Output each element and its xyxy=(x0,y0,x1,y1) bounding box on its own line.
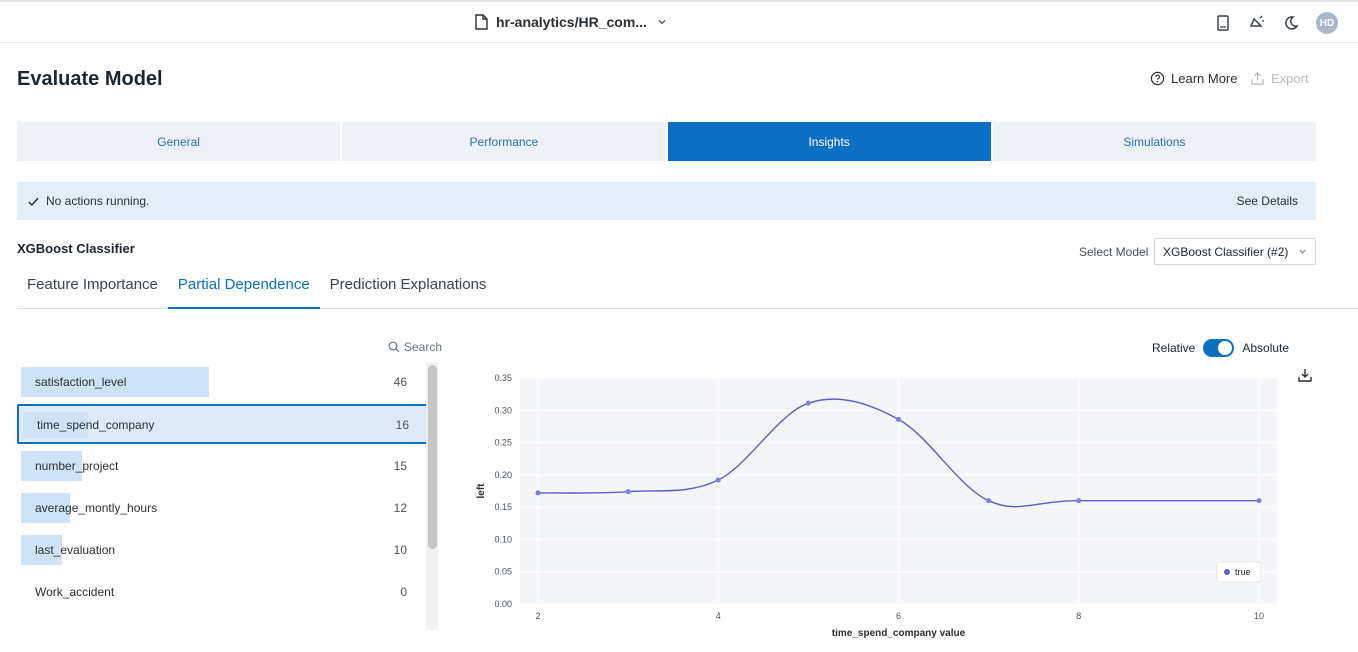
model-name: XGBoost Classifier xyxy=(17,241,135,256)
book-icon[interactable] xyxy=(1214,14,1232,32)
legend-marker xyxy=(1224,569,1230,575)
feature-row[interactable]: average_montly_hours 12 xyxy=(17,488,429,528)
subtab-feature-importance[interactable]: Feature Importance xyxy=(27,276,158,293)
x-tick-label: 4 xyxy=(716,611,721,621)
data-point[interactable] xyxy=(805,400,811,406)
toggle-knob xyxy=(1218,341,1233,355)
relative-label: Relative xyxy=(1152,341,1196,355)
search-button[interactable]: Search xyxy=(388,340,442,354)
absolute-label: Absolute xyxy=(1242,341,1290,355)
tab-simulations[interactable]: Simulations xyxy=(992,122,1316,161)
data-point[interactable] xyxy=(535,490,541,496)
learn-more-label: Learn More xyxy=(1171,71,1238,86)
feature-value: 15 xyxy=(393,459,407,473)
moon-icon[interactable] xyxy=(1282,14,1300,32)
feature-value: 0 xyxy=(400,585,407,599)
feature-name: Work_accident xyxy=(35,585,115,599)
chevron-down-icon xyxy=(658,20,666,25)
data-point[interactable] xyxy=(715,477,721,483)
data-point[interactable] xyxy=(896,416,901,422)
check-icon xyxy=(28,197,39,206)
feature-value: 10 xyxy=(393,543,407,557)
download-icon[interactable] xyxy=(1297,367,1313,383)
data-point[interactable] xyxy=(1256,498,1262,504)
main-tabs: General Performance Insights Simulations xyxy=(17,122,1316,161)
feature-name: satisfaction_level xyxy=(35,375,127,389)
export-icon xyxy=(1251,72,1264,85)
data-point[interactable] xyxy=(986,498,992,504)
importance-bar xyxy=(21,535,62,565)
avatar[interactable]: HD xyxy=(1316,12,1338,34)
y-tick-label: 0.30 xyxy=(494,405,512,415)
file-icon xyxy=(475,14,488,30)
feature-name: number_project xyxy=(35,459,119,473)
legend-box xyxy=(1216,561,1262,583)
y-tick-label: 0.35 xyxy=(494,373,512,383)
scrollbar-thumb[interactable] xyxy=(428,365,437,549)
subtab-partial-dependence[interactable]: Partial Dependence xyxy=(167,266,320,309)
y-axis-label: left xyxy=(476,483,487,499)
help-circle-icon xyxy=(1150,71,1165,86)
importance-bar xyxy=(23,412,89,438)
select-model-value: XGBoost Classifier (#2) xyxy=(1163,244,1289,259)
tab-insights[interactable]: Insights xyxy=(667,122,991,161)
select-model-label: Select Model xyxy=(1079,245,1149,259)
announcement-icon[interactable] xyxy=(1248,14,1266,32)
learn-more-button[interactable]: Learn More xyxy=(1150,71,1237,86)
importance-bar xyxy=(21,493,71,523)
importance-bar xyxy=(21,451,83,481)
feature-list: satisfaction_level 46 time_spend_company 1… xyxy=(17,362,429,630)
importance-bar xyxy=(21,367,209,397)
feature-row[interactable]: satisfaction_level 46 xyxy=(17,362,429,402)
top-bar: hr-analytics/HR_com... HD xyxy=(0,0,1358,43)
export-label: Export xyxy=(1271,71,1309,86)
relative-absolute-toggle[interactable] xyxy=(1203,339,1235,357)
feature-row[interactable]: number_project 15 xyxy=(17,446,429,486)
feature-name: time_spend_company xyxy=(37,418,155,432)
select-model-dropdown[interactable]: XGBoost Classifier (#2) xyxy=(1154,238,1316,265)
partial-dependence-chart: 0.000.050.100.150.200.250.300.35 2 4 6 8 10 … xyxy=(476,373,1277,639)
file-title-dropdown[interactable]: hr-analytics/HR_com... xyxy=(474,14,667,30)
export-button[interactable]: Export xyxy=(1250,71,1309,86)
chart-legend[interactable]: true xyxy=(1216,561,1262,583)
subtab-prediction-explanations[interactable]: Prediction Explanations xyxy=(329,276,487,293)
x-tick-label: 10 xyxy=(1254,611,1264,621)
y-tick-label: 0.15 xyxy=(494,502,512,512)
feature-row[interactable]: Work_accident 0 xyxy=(17,572,429,612)
file-title-text: hr-analytics/HR_com... xyxy=(496,14,647,30)
x-tick-label: 6 xyxy=(896,611,901,621)
data-point[interactable] xyxy=(625,489,631,495)
see-details-link[interactable]: See Details xyxy=(1236,194,1298,208)
x-tick-label: 8 xyxy=(1076,611,1081,621)
feature-name: last_evaluation xyxy=(35,543,116,557)
feature-value: 16 xyxy=(395,418,409,432)
feature-value: 46 xyxy=(393,375,407,389)
y-tick-label: 0.05 xyxy=(494,567,512,577)
x-tick-label: 2 xyxy=(535,611,540,621)
page-title: Evaluate Model xyxy=(17,68,163,90)
tab-performance[interactable]: Performance xyxy=(342,122,666,161)
x-axis-label: time_spend_company value xyxy=(832,628,966,639)
insight-subtabs: Feature Importance Partial Dependence Pr… xyxy=(17,266,1358,309)
y-tick-label: 0.20 xyxy=(494,470,512,480)
feature-value: 12 xyxy=(393,501,407,515)
status-banner: No actions running. See Details xyxy=(17,182,1316,220)
y-tick-label: 0.25 xyxy=(494,438,512,448)
feature-row[interactable]: time_spend_company 16 xyxy=(17,404,429,444)
feature-row[interactable]: last_evaluation 10 xyxy=(17,530,429,570)
chevron-down-icon xyxy=(1299,249,1306,254)
y-tick-label: 0.00 xyxy=(494,599,512,609)
relative-absolute-toggle-group: Relative Absolute xyxy=(1152,339,1289,357)
status-message: No actions running. xyxy=(46,194,150,208)
feature-name: average_montly_hours xyxy=(35,501,158,515)
search-icon xyxy=(388,341,400,353)
data-point[interactable] xyxy=(1076,498,1082,504)
tab-general[interactable]: General xyxy=(17,122,341,161)
y-tick-label: 0.10 xyxy=(494,534,512,544)
legend-entry: true xyxy=(1235,567,1251,577)
search-label: Search xyxy=(404,340,443,354)
